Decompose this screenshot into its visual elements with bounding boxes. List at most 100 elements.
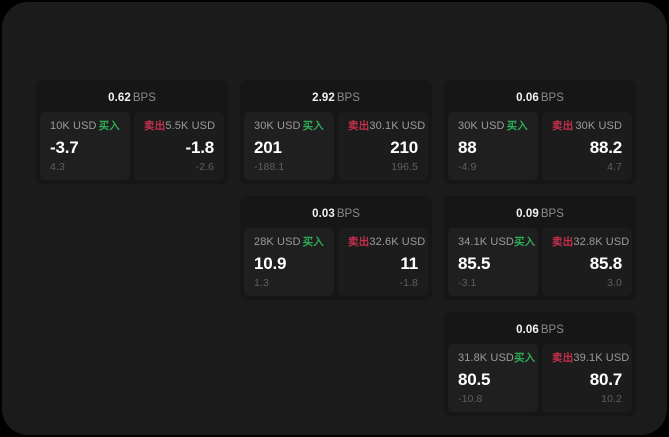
sell-side[interactable]: 卖出 5.5K USD -1.8 -2.6 <box>134 112 224 180</box>
buy-action-label: 买入 <box>98 120 120 133</box>
bps-value: 0.62 <box>108 92 131 104</box>
buy-delta: 1.3 <box>254 276 269 289</box>
card-header: 0.09 BPS <box>448 201 632 228</box>
card-header: 0.06 BPS <box>448 317 632 344</box>
quote-card[interactable]: 0.03 BPS 28K USD 买入 10.9 1.3 卖出 32.6K USD 11 -1.8 <box>240 196 432 300</box>
bps-unit-label: BPS <box>540 92 564 104</box>
quote-column: 0.62 BPS 10K USD 买入 -3.7 4.3 卖出 5.5K USD -1.8 -2.… <box>36 80 228 416</box>
buy-side[interactable]: 10K USD 买入 -3.7 4.3 <box>40 112 130 180</box>
sell-delta: 10.2 <box>601 392 622 405</box>
quote-card[interactable]: 0.06 BPS 31.8K USD 买入 80.5 -10.8 卖出 39.1K USD 80… <box>444 312 636 416</box>
card-body: 10K USD 买入 -3.7 4.3 卖出 5.5K USD -1.8 -2.6 <box>40 112 224 180</box>
bps-value: 0.09 <box>516 208 539 220</box>
bps-unit-label: BPS <box>336 208 360 220</box>
quote-column: 0.06 BPS 30K USD 买入 88 -4.9 卖出 30K USD 88.2 4.7 0.… <box>444 80 636 416</box>
sell-action-label: 卖出 <box>552 352 574 365</box>
card-body: 30K USD 买入 201 -188.1 卖出 30.1K USD 210 196.5 <box>244 112 428 180</box>
buy-side[interactable]: 34.1K USD 买入 85.5 -3.1 <box>448 228 538 296</box>
sell-side-header: 卖出 5.5K USD <box>144 120 216 133</box>
bps-unit-label: BPS <box>132 92 156 104</box>
bps-value: 0.06 <box>516 92 539 104</box>
sell-delta: 4.7 <box>607 160 622 173</box>
sell-price: 210 <box>390 137 418 157</box>
buy-side-header: 30K USD 买入 <box>458 121 528 132</box>
bps-unit-label: BPS <box>336 92 360 104</box>
buy-action-label: 买入 <box>302 120 324 133</box>
buy-delta: -4.9 <box>458 160 477 173</box>
sell-price: 80.7 <box>589 369 622 389</box>
buy-delta: -3.1 <box>458 276 477 289</box>
buy-side[interactable]: 31.8K USD 买入 80.5 -10.8 <box>448 344 538 412</box>
buy-side-header: 10K USD 买入 <box>50 121 120 132</box>
buy-price: -3.7 <box>50 137 79 157</box>
buy-action-label: 买入 <box>506 120 528 133</box>
sell-delta: 3.0 <box>607 276 622 289</box>
sell-side[interactable]: 卖出 32.6K USD 11 -1.8 <box>338 228 428 296</box>
buy-action-label: 买入 <box>302 236 324 249</box>
buy-side[interactable]: 28K USD 买入 10.9 1.3 <box>244 228 334 296</box>
sell-side[interactable]: 卖出 32.8K USD 85.8 3.0 <box>542 228 632 296</box>
buy-side-header: 34.1K USD 买入 <box>458 236 535 248</box>
card-body: 28K USD 买入 10.9 1.3 卖出 32.6K USD 11 -1.8 <box>244 228 428 296</box>
buy-price: 85.5 <box>458 253 491 273</box>
buy-delta: -10.8 <box>458 392 483 405</box>
sell-side[interactable]: 卖出 39.1K USD 80.7 10.2 <box>542 344 632 412</box>
bps-value: 2.92 <box>312 92 335 104</box>
bps-value: 0.06 <box>516 324 539 336</box>
buy-action-label: 买入 <box>513 236 536 249</box>
quote-column: 2.92 BPS 30K USD 买入 201 -188.1 卖出 30.1K USD 210 1… <box>240 80 432 416</box>
buy-notional: 31.8K USD <box>458 352 514 364</box>
sell-price: -1.8 <box>185 137 215 157</box>
card-body: 34.1K USD 买入 85.5 -3.1 卖出 32.8K USD 85.8 3.0 <box>448 228 632 296</box>
sell-price: 11 <box>400 253 418 273</box>
sell-price: 88.2 <box>589 137 622 157</box>
sell-side-header: 卖出 30K USD <box>552 121 622 132</box>
buy-side[interactable]: 30K USD 买入 201 -188.1 <box>244 112 334 180</box>
buy-notional: 30K USD <box>254 120 301 132</box>
quote-board: 0.62 BPS 10K USD 买入 -3.7 4.3 卖出 5.5K USD -1.8 -2.… <box>36 80 640 416</box>
buy-price: 10.9 <box>254 253 287 273</box>
sell-action-label: 卖出 <box>348 236 370 249</box>
quote-card[interactable]: 2.92 BPS 30K USD 买入 201 -188.1 卖出 30.1K USD 210 1… <box>240 80 432 184</box>
quote-card[interactable]: 0.62 BPS 10K USD 买入 -3.7 4.3 卖出 5.5K USD -1.8 -2.… <box>36 80 228 184</box>
quote-card[interactable]: 0.09 BPS 34.1K USD 买入 85.5 -3.1 卖出 32.8K USD 85.… <box>444 196 636 300</box>
sell-action-label: 卖出 <box>552 120 574 133</box>
bps-unit-label: BPS <box>540 324 564 336</box>
buy-notional: 30K USD <box>458 120 505 132</box>
sell-side[interactable]: 卖出 30.1K USD 210 196.5 <box>338 112 428 180</box>
buy-price: 201 <box>254 137 282 157</box>
sell-notional: 5.5K USD <box>165 120 216 132</box>
card-header: 0.03 BPS <box>244 201 428 228</box>
sell-delta: -1.8 <box>399 276 418 289</box>
card-header: 0.62 BPS <box>40 85 224 112</box>
buy-action-label: 买入 <box>513 352 536 365</box>
sell-side-header: 卖出 39.1K USD <box>552 352 629 365</box>
sell-delta: -2.6 <box>195 160 214 173</box>
buy-side-header: 30K USD 买入 <box>254 121 324 132</box>
buy-side-header: 31.8K USD 买入 <box>458 352 535 364</box>
buy-notional: 34.1K USD <box>458 236 514 248</box>
sell-price: 85.8 <box>589 253 622 273</box>
card-header: 2.92 BPS <box>244 85 428 112</box>
sell-delta: 196.5 <box>391 160 418 173</box>
sell-side-header: 卖出 32.6K USD <box>348 236 425 249</box>
sell-notional: 39.1K USD <box>573 352 630 364</box>
sell-side-header: 卖出 32.8K USD <box>552 236 629 249</box>
sell-notional: 30K USD <box>575 120 622 132</box>
buy-notional: 10K USD <box>50 120 97 132</box>
card-header: 0.06 BPS <box>448 85 632 112</box>
sell-notional: 32.8K USD <box>573 236 630 248</box>
sell-notional: 30.1K USD <box>369 120 426 132</box>
buy-side[interactable]: 30K USD 买入 88 -4.9 <box>448 112 538 180</box>
sell-action-label: 卖出 <box>552 236 574 249</box>
buy-side-header: 28K USD 买入 <box>254 237 324 248</box>
sell-notional: 32.6K USD <box>369 236 426 248</box>
sell-action-label: 卖出 <box>348 120 370 133</box>
sell-side[interactable]: 卖出 30K USD 88.2 4.7 <box>542 112 632 180</box>
quote-card[interactable]: 0.06 BPS 30K USD 买入 88 -4.9 卖出 30K USD 88.2 4.7 <box>444 80 636 184</box>
buy-price: 88 <box>458 137 477 157</box>
buy-delta: -188.1 <box>254 160 285 173</box>
card-body: 30K USD 买入 88 -4.9 卖出 30K USD 88.2 4.7 <box>448 112 632 180</box>
sell-action-label: 卖出 <box>144 120 166 133</box>
bps-unit-label: BPS <box>540 208 564 220</box>
